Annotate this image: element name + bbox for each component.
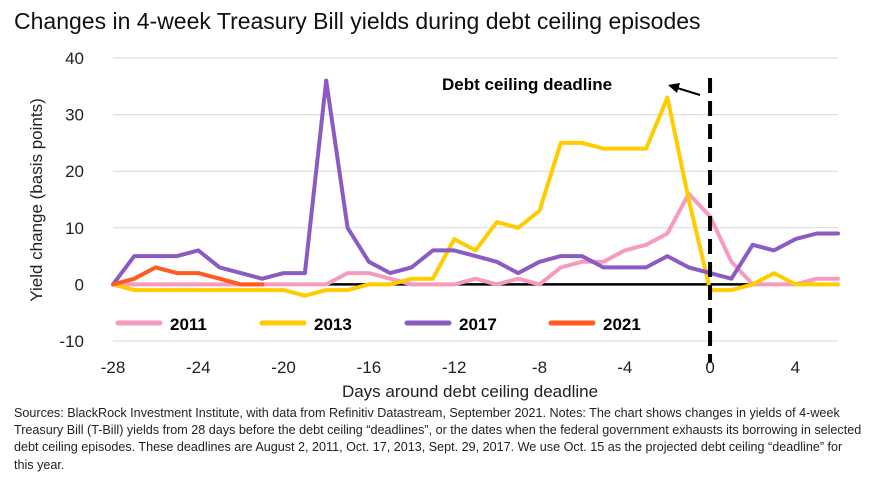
y-tick-labels: -10 0 10 20 30 40 (59, 49, 84, 351)
x-tick-label: -28 (101, 358, 126, 377)
x-tick-label: -20 (271, 358, 296, 377)
series-lines (111, 78, 840, 298)
x-tick-label: -8 (532, 358, 547, 377)
deadline-annotation: Debt ceiling deadline (442, 75, 612, 94)
chart-title: Changes in 4-week Treasury Bill yields d… (14, 8, 701, 34)
x-tick-label: -16 (357, 358, 382, 377)
series-line-2021 (111, 265, 265, 287)
y-tick-label: -10 (59, 332, 84, 351)
x-axis-label: Days around debt ceiling deadline (342, 382, 598, 401)
y-tick-label: 10 (65, 219, 84, 238)
x-tick-label: -4 (617, 358, 632, 377)
legend-label-2017: 2017 (459, 315, 497, 334)
x-tick-labels: -28 -24 -20 -16 -12 -8 -4 0 4 (101, 358, 800, 377)
y-tick-label: 20 (65, 162, 84, 181)
legend: 2011 2013 2017 2021 (115, 315, 641, 334)
source-note: Sources: BlackRock Investment Institute,… (14, 406, 862, 472)
y-tick-label: 0 (75, 275, 84, 294)
annotation-arrowhead (668, 83, 680, 93)
y-axis-label: Yield change (basis points) (27, 98, 46, 302)
series-line-2017 (111, 78, 840, 287)
x-tick-label: 4 (791, 358, 800, 377)
x-tick-label: 0 (705, 358, 714, 377)
series-line-2011 (111, 191, 840, 287)
y-tick-label: 40 (65, 49, 84, 68)
legend-label-2011: 2011 (170, 315, 207, 334)
line-chart: -10 0 10 20 30 40 -28 -24 -20 -16 -12 -8 -4 0 4 Debt … (27, 49, 840, 401)
y-tick-label: 30 (65, 106, 84, 125)
deadline-marker: Debt ceiling deadline (442, 75, 713, 362)
x-tick-label: -24 (186, 358, 211, 377)
x-tick-label: -12 (442, 358, 467, 377)
series-line-2013 (111, 95, 840, 298)
gridlines (113, 57, 838, 342)
legend-label-2013: 2013 (314, 315, 352, 334)
legend-label-2021: 2021 (603, 315, 641, 334)
